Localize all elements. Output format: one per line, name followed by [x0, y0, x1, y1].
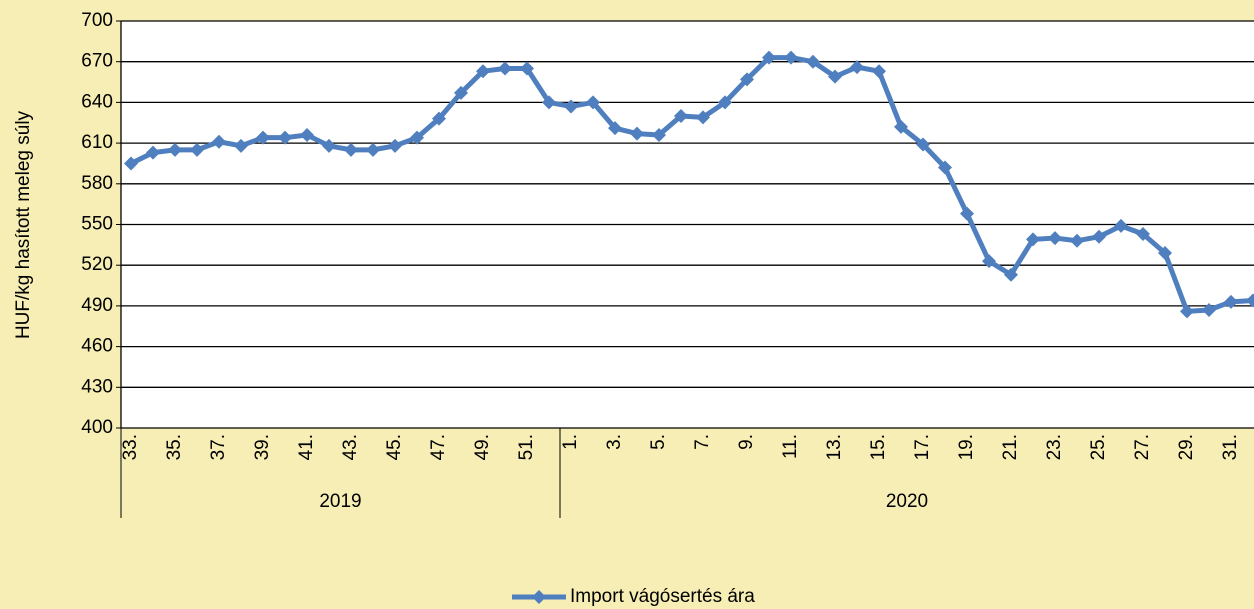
x-tick-label: 15. — [868, 434, 889, 460]
point — [850, 60, 864, 75]
x-tick-label: 3. — [604, 434, 625, 450]
x-tick-label: 13. — [824, 434, 845, 460]
point — [1048, 231, 1062, 246]
y-tick-label: 490 — [81, 295, 113, 316]
group-label: 2020 — [886, 491, 928, 512]
x-tick-label: 11. — [780, 434, 801, 459]
y-tick-label: 700 — [81, 10, 113, 31]
point — [608, 121, 622, 136]
point — [806, 54, 820, 69]
point — [366, 142, 380, 157]
point — [234, 138, 248, 153]
point — [212, 134, 226, 149]
point — [1004, 267, 1018, 282]
x-tick-label: 47. — [428, 434, 449, 460]
point — [872, 64, 886, 79]
point — [630, 126, 644, 141]
x-tick-label: 49. — [472, 434, 493, 460]
point — [542, 95, 556, 110]
x-tick-label: 33. — [120, 434, 141, 460]
point — [168, 142, 182, 157]
point — [498, 61, 512, 76]
x-tick-label: 27. — [1132, 434, 1153, 460]
point — [190, 142, 204, 157]
x-tick-label: 35. — [164, 434, 185, 460]
y-tick-label: 670 — [81, 51, 113, 72]
point — [1070, 233, 1084, 248]
point — [322, 138, 336, 153]
point — [344, 142, 358, 157]
point — [762, 50, 776, 65]
point — [124, 156, 138, 171]
y-tick-label: 550 — [81, 214, 113, 235]
point — [938, 160, 952, 175]
point — [476, 64, 490, 79]
x-tick-label: 45. — [384, 434, 405, 460]
point — [894, 119, 908, 134]
y-tick-label: 430 — [81, 376, 113, 397]
point — [256, 130, 270, 145]
x-tick-label: 51. — [516, 434, 537, 460]
y-tick-label: 460 — [81, 336, 113, 357]
point — [696, 110, 710, 125]
point — [1114, 218, 1128, 233]
point — [784, 50, 798, 65]
y-axis-label: HUF/kg hasított meleg súly — [13, 110, 34, 339]
x-tick-label: 31. — [1220, 434, 1241, 460]
point — [982, 254, 996, 269]
x-tick-label: 43. — [340, 434, 361, 460]
point — [432, 111, 446, 126]
series-line — [129, 55, 1254, 314]
y-tick-label: 610 — [81, 132, 113, 153]
point — [652, 127, 666, 142]
y-tick-label: 640 — [81, 91, 113, 112]
point — [586, 95, 600, 110]
point — [1158, 245, 1172, 260]
point — [718, 95, 732, 110]
point — [278, 130, 292, 145]
point — [410, 130, 424, 145]
point — [1092, 229, 1106, 244]
x-tick-label: 21. — [1000, 434, 1021, 460]
point — [146, 145, 160, 160]
legend-label: Import vágósertés ára — [570, 586, 755, 607]
point — [1224, 294, 1238, 309]
y-tick-label: 580 — [81, 173, 113, 194]
point — [1246, 293, 1254, 308]
x-tick-label: 39. — [252, 434, 273, 460]
point — [454, 85, 468, 100]
point — [1180, 304, 1194, 319]
point — [564, 99, 578, 114]
x-tick-label: 19. — [956, 434, 977, 460]
x-tick-label: 7. — [692, 434, 713, 450]
point — [520, 61, 534, 76]
point — [1026, 232, 1040, 247]
x-tick-label: 23. — [1044, 434, 1065, 460]
point — [300, 127, 314, 142]
x-tick-label: 37. — [208, 434, 229, 460]
point — [674, 108, 688, 123]
group-label: 2019 — [319, 491, 361, 512]
y-tick-label: 400 — [81, 417, 113, 438]
point — [828, 69, 842, 84]
point — [960, 206, 974, 221]
y-tick-label: 520 — [81, 254, 113, 275]
point — [740, 72, 754, 87]
x-tick-label: 17. — [912, 434, 933, 460]
point — [1202, 302, 1216, 317]
legend-marker — [532, 590, 546, 604]
x-tick-label: 41. — [296, 434, 317, 460]
x-tick-label: 29. — [1176, 434, 1197, 460]
x-tick-label: 25. — [1088, 434, 1109, 460]
point — [388, 138, 402, 153]
point — [916, 137, 930, 152]
x-tick-label: 1. — [560, 434, 581, 450]
x-tick-label: 5. — [648, 434, 669, 450]
x-tick-label: 9. — [736, 434, 757, 450]
point — [1136, 226, 1150, 241]
